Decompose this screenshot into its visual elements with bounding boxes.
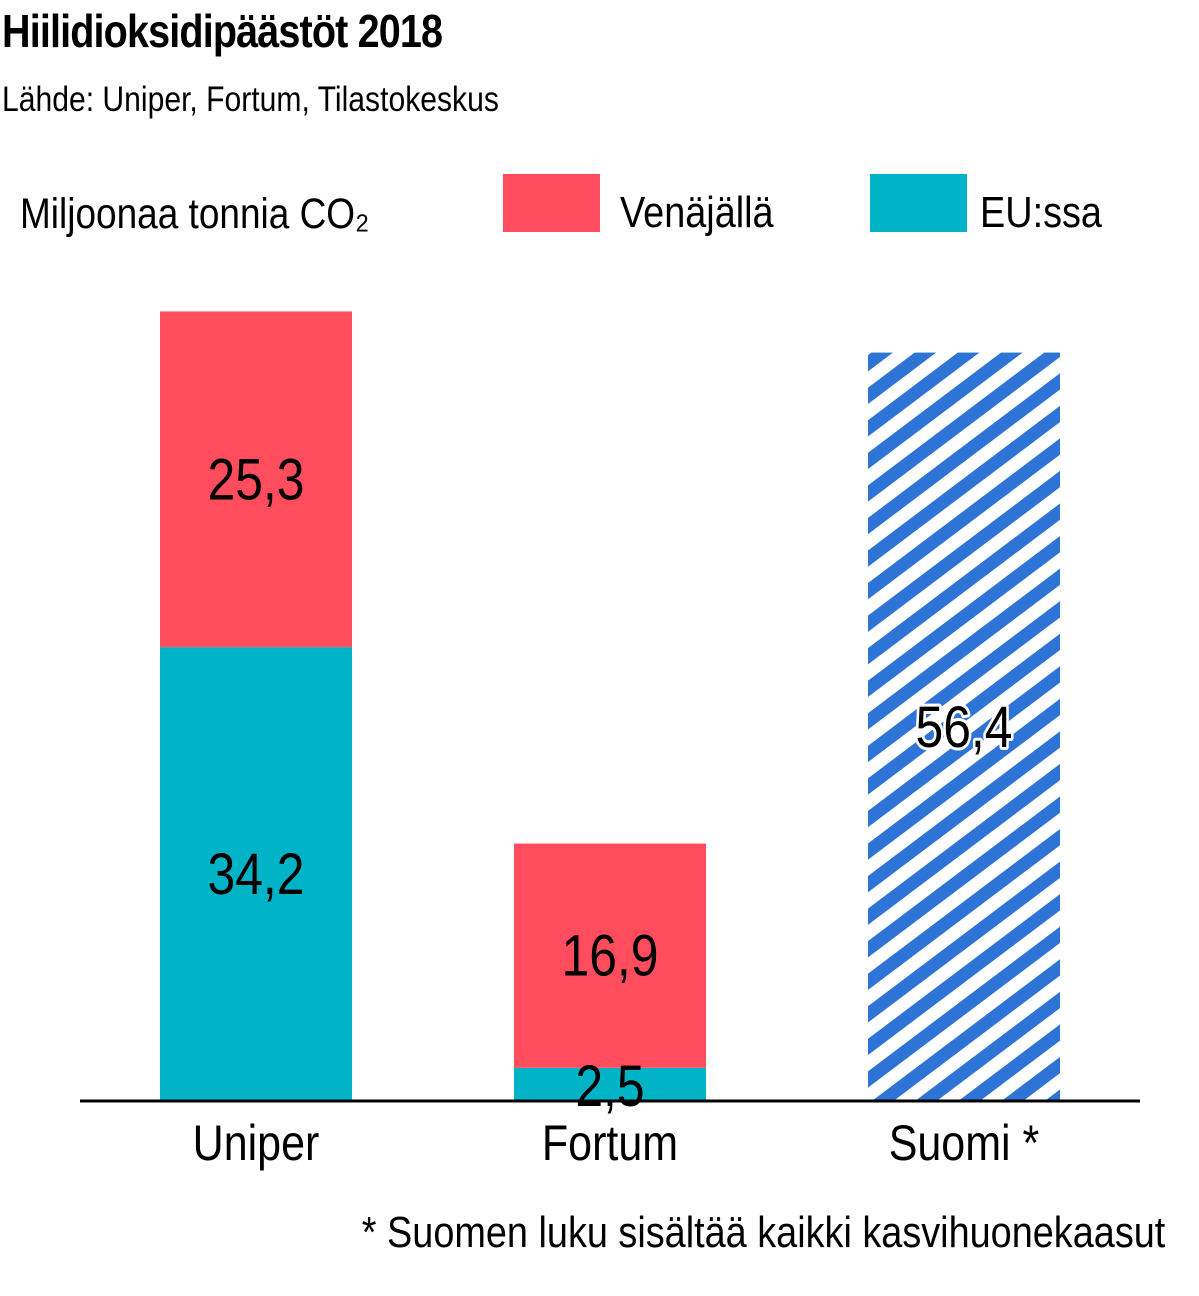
data-label-venajalla-uniper: 25,3: [207, 448, 304, 512]
x-tick-label-suomi: Suomi *: [889, 1115, 1040, 1171]
data-label-eussa-fortum: 2,5: [575, 1055, 644, 1119]
x-tick-label-fortum: Fortum: [542, 1115, 678, 1171]
chart-title: Hiilidioksidipäästöt 2018: [2, 5, 443, 57]
bar-venajalla-fortum: [514, 843, 706, 1068]
legend-swatch-eussa: [870, 174, 967, 232]
bar-eussa-uniper: [160, 647, 352, 1101]
x-tick-label-uniper: Uniper: [193, 1115, 320, 1171]
data-label-eussa-uniper: 34,2: [207, 843, 304, 907]
data-label-total-suomi: 56,4: [915, 695, 1012, 759]
data-label-venajalla-fortum: 16,9: [561, 924, 658, 988]
chart-source: Lähde: Uniper, Fortum, Tilastokeskus: [2, 80, 499, 119]
legend-label-eussa: EU:ssa: [980, 188, 1102, 237]
bar-venajalla-uniper: [160, 311, 352, 648]
footnote: * Suomen luku sisältää kaikki kasvihuone…: [361, 1208, 1165, 1257]
bar-eussa-fortum: [514, 1067, 706, 1101]
bar-total-suomi: [868, 352, 1060, 1101]
legend-swatch-venajalla: [503, 174, 600, 232]
unit-label: Miljoonaa tonnia CO₂: [20, 190, 370, 238]
legend-label-venajalla: Venäjällä: [620, 188, 774, 237]
